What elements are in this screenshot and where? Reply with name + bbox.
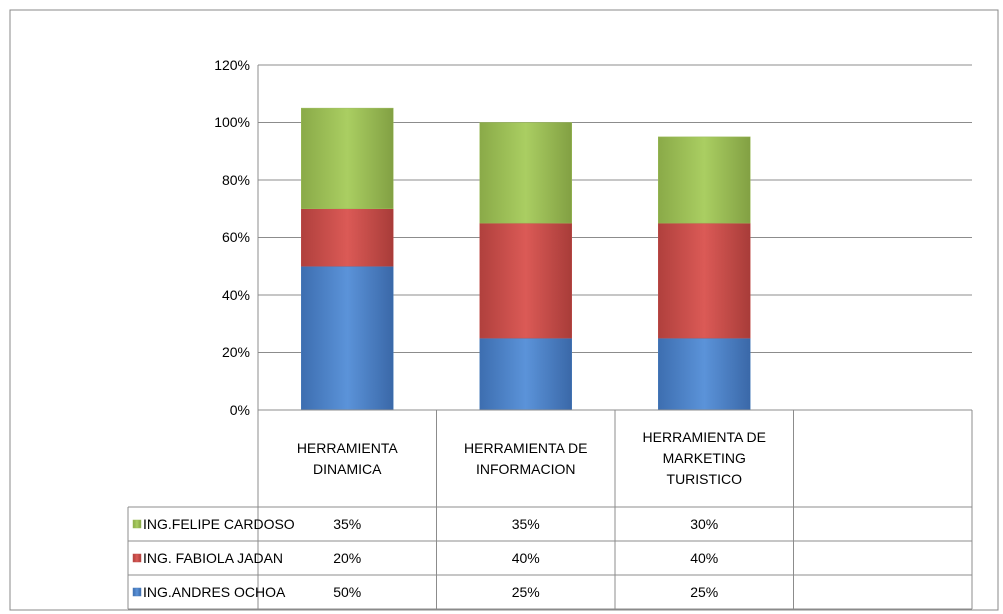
data-table-cell: [794, 507, 973, 541]
data-table-cell: 25%: [690, 583, 719, 600]
y-tick-label: 0%: [229, 401, 250, 418]
bar: [301, 107, 394, 209]
y-tick-label: 80%: [221, 171, 250, 188]
legend-label: ING. FABIOLA JADAN: [143, 549, 284, 566]
data-table-cell: 40%: [511, 549, 540, 566]
data-table-cell: 20%: [333, 549, 362, 566]
bar: [658, 337, 751, 411]
legend-label: ING.FELIPE CARDOSO: [143, 515, 295, 532]
legend-marker: [132, 587, 142, 597]
data-table-cell: 35%: [333, 515, 362, 532]
x-tick-label: HERRAMIENTA DE INFORMACION: [464, 439, 588, 477]
chart-border: [9, 9, 999, 611]
data-table-cell: 50%: [333, 583, 362, 600]
data-table-cell: 35%: [511, 515, 540, 532]
data-table-cell: [794, 541, 973, 575]
x-tick-label: [819, 410, 948, 507]
data-table-cell: 25%: [511, 583, 540, 600]
y-tick-label: 100%: [214, 114, 250, 130]
data-table-cell: 40%: [690, 549, 719, 566]
x-tick-label: HERRAMIENTA DINAMICA: [296, 439, 398, 477]
x-tick-label: HERRAMIENTA DE MARKETING TURISTICO: [642, 429, 766, 487]
bar: [658, 222, 751, 339]
legend-marker: [132, 519, 142, 529]
y-tick-label: 40%: [221, 286, 250, 303]
y-tick-label: 120%: [214, 56, 250, 73]
bar: [658, 136, 751, 224]
bar: [479, 337, 572, 411]
bar: [479, 222, 572, 339]
bar: [301, 208, 394, 267]
y-tick-label: 60%: [221, 229, 250, 245]
bar: [301, 266, 394, 411]
legend-label: ING.ANDRES OCHOA: [143, 583, 286, 600]
legend-marker: [132, 553, 142, 563]
data-table-cell: [794, 575, 973, 609]
y-tick-label: 20%: [221, 344, 250, 360]
data-table-cell: 30%: [690, 515, 719, 532]
bar: [479, 122, 572, 224]
